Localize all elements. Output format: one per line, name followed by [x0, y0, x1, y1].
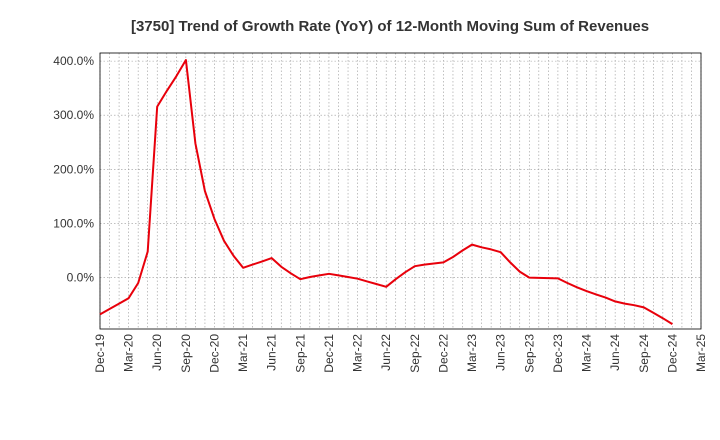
x-gridlines — [99, 53, 702, 329]
chart-title: [3750] Trend of Growth Rate (YoY) of 12-… — [131, 18, 649, 35]
x-tick-label: Dec-20 — [207, 334, 221, 373]
x-tick-label: Mar-21 — [236, 334, 250, 372]
x-tick-label: Jun-22 — [379, 334, 393, 371]
y-tick-label: 0.0% — [67, 271, 95, 285]
x-axis-ticks: Dec-19 Mar-20 Jun-20 Sep-20 Dec-20 Mar-21 Jun-… — [93, 334, 708, 373]
x-tick-label: Jun-21 — [265, 334, 279, 371]
x-tick-label: Sep-21 — [293, 334, 307, 373]
plot-area — [100, 53, 701, 329]
x-tick-label: Mar-22 — [351, 334, 365, 372]
x-tick-label: Sep-24 — [637, 334, 651, 373]
x-tick-label: Dec-24 — [665, 334, 679, 373]
plot-frame — [99, 52, 702, 330]
x-tick-label: Mar-25 — [694, 334, 708, 372]
y-tick-label: 200.0% — [53, 162, 94, 176]
x-tick-label: Sep-20 — [179, 334, 193, 373]
y-tick-label: 400.0% — [53, 54, 94, 68]
x-tick-label: Dec-23 — [551, 334, 565, 373]
series-line — [99, 59, 673, 325]
y-tick-label: 100.0% — [53, 216, 94, 230]
x-tick-label: Jun-23 — [494, 334, 508, 371]
x-tick-label: Mar-24 — [580, 334, 594, 372]
x-tick-label: Sep-22 — [408, 334, 422, 373]
x-tick-label: Mar-23 — [465, 334, 479, 372]
x-tick-label: Dec-22 — [436, 334, 450, 373]
y-gridlines — [100, 60, 701, 278]
x-tick-label: Dec-19 — [93, 334, 107, 373]
x-tick-label: Mar-20 — [122, 334, 136, 372]
y-tick-label: 300.0% — [53, 108, 94, 122]
y-axis-ticks: 0.0% 100.0% 200.0% 300.0% 400.0% — [53, 54, 94, 284]
x-tick-label: Jun-24 — [608, 334, 622, 371]
x-tick-label: Jun-20 — [150, 334, 164, 371]
x-tick-label: Dec-21 — [322, 334, 336, 373]
x-tick-label: Sep-23 — [522, 334, 536, 373]
